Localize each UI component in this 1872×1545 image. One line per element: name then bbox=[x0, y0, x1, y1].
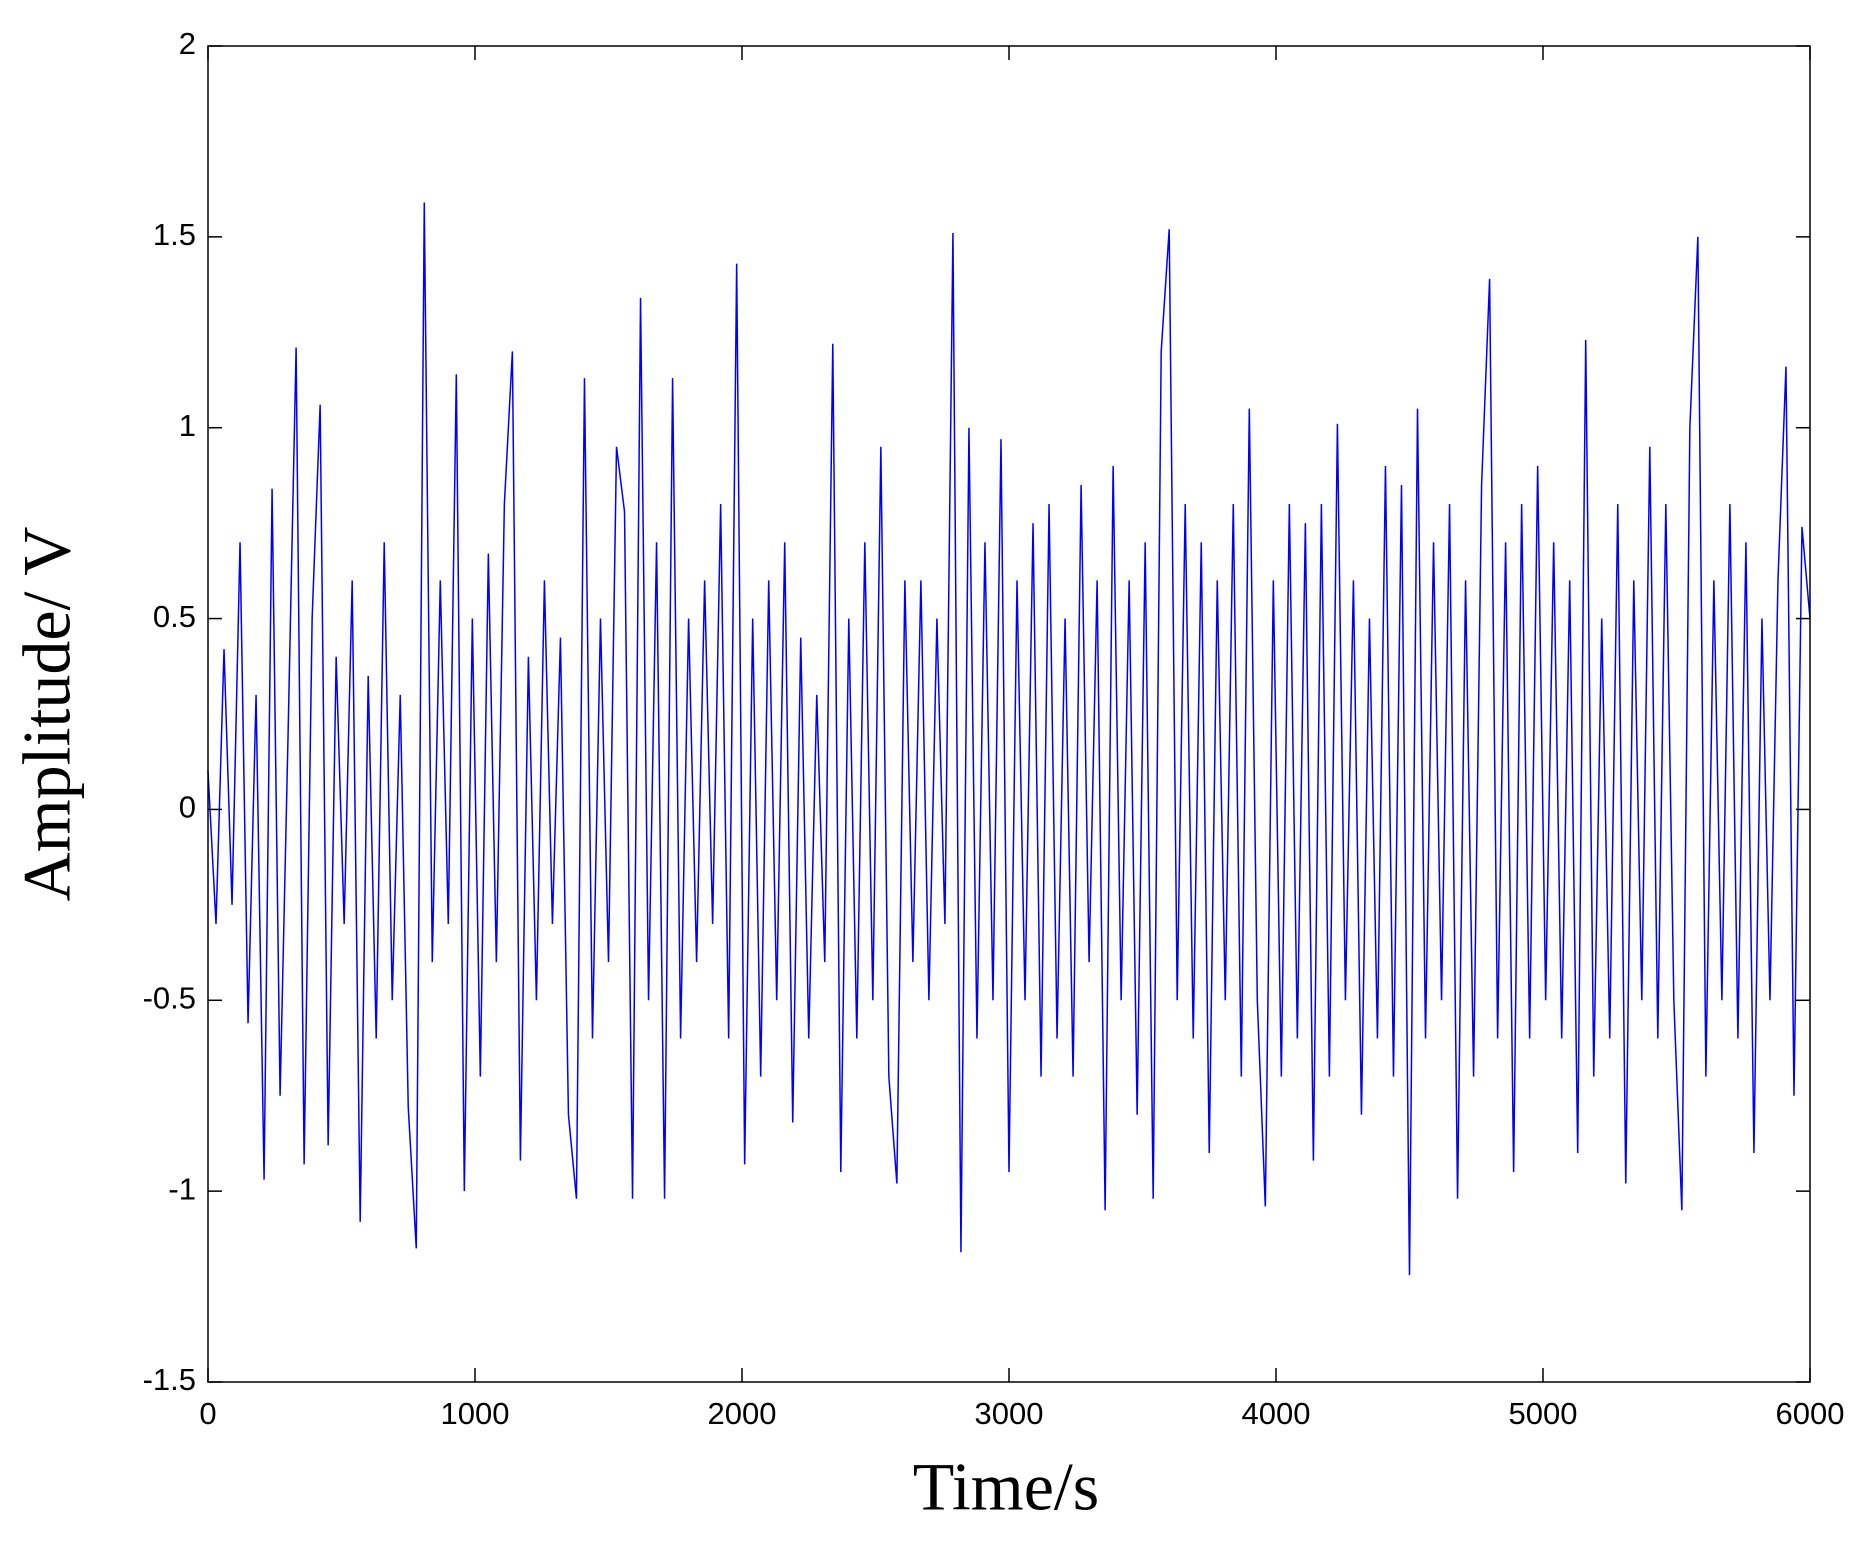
x-tick-label: 0 bbox=[199, 1396, 216, 1431]
x-tick-label: 2000 bbox=[708, 1396, 777, 1431]
x-tick-label: 6000 bbox=[1776, 1396, 1845, 1431]
x-tick-label: 3000 bbox=[975, 1396, 1044, 1431]
y-tick-label: 1.5 bbox=[153, 217, 196, 252]
y-tick-label: 0 bbox=[179, 790, 196, 825]
x-tick-label: 1000 bbox=[441, 1396, 510, 1431]
y-tick-label: -0.5 bbox=[143, 980, 196, 1015]
x-tick-label: 5000 bbox=[1509, 1396, 1578, 1431]
x-axis-title: Time/s bbox=[913, 1449, 1099, 1525]
y-tick-label: 1 bbox=[179, 408, 196, 443]
y-tick-label: -1 bbox=[168, 1171, 196, 1206]
y-tick-label: 2 bbox=[179, 26, 196, 61]
y-tick-label: 0.5 bbox=[153, 599, 196, 634]
y-tick-label: -1.5 bbox=[143, 1362, 196, 1397]
y-axis-title: Amplitude/ V bbox=[9, 527, 85, 902]
x-tick-label: 4000 bbox=[1242, 1396, 1311, 1431]
data-line bbox=[207, 202, 1811, 1276]
